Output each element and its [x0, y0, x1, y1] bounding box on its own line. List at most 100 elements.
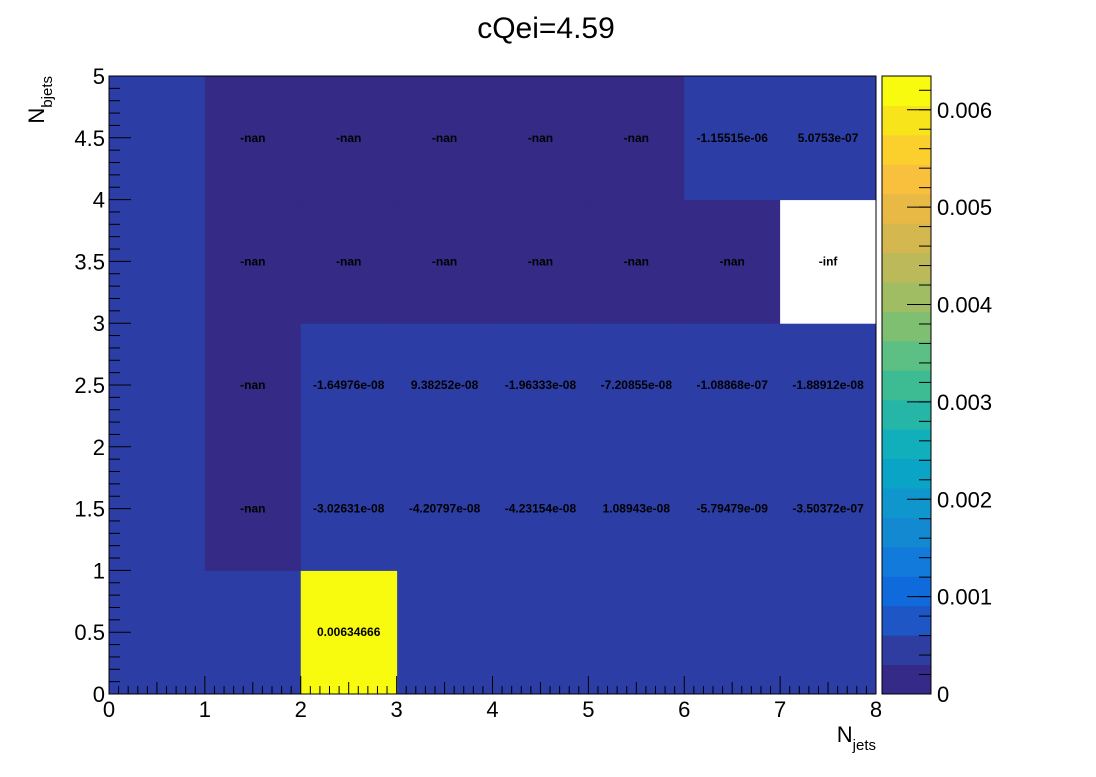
cell-value-label: -1.15515e-06: [696, 131, 768, 145]
colorbar-swatch: [882, 429, 931, 460]
cell-value-label: -7.20855e-08: [601, 378, 673, 392]
y-tick-label: 3.5: [74, 249, 105, 274]
colorbar: 0 0.001 0.002 0.003 0.004 0.005 0.006: [881, 75, 992, 707]
colorbar-tick-label: 0.004: [937, 293, 992, 318]
x-tick-label: 2: [295, 697, 307, 722]
colorbar-swatch: [882, 105, 931, 136]
x-axis-title-subscript: jets: [852, 737, 876, 754]
colorbar-swatch: [882, 282, 931, 312]
y-axis: 0 0.5 1 1.5 2 2.5 3 3.5 4 4.5 5: [74, 64, 131, 707]
cell-value-label: -nan: [240, 131, 265, 145]
y-tick-label: 0: [93, 682, 105, 707]
heatmap-cell: [684, 446, 781, 571]
heatmap-cell: [780, 446, 877, 571]
heatmap-cell: [492, 76, 589, 201]
colorbar-border: [881, 75, 932, 695]
y-tick-label: 2: [93, 435, 105, 460]
colorbar-swatch: [882, 488, 931, 518]
heatmap-cell: [204, 199, 302, 324]
heatmap-cell: [300, 76, 398, 201]
colorbar-tick-label: 0.003: [937, 390, 992, 415]
colorbar-swatch: [882, 193, 931, 224]
heatmap-cell: [492, 323, 589, 448]
y-tick-label: 3: [93, 311, 105, 336]
cell-value-label: -nan: [528, 131, 553, 145]
cell-value-label: -nan: [624, 131, 649, 145]
cell-value-label: -nan: [240, 254, 265, 268]
colorbar-tick-label: 0.002: [937, 487, 992, 512]
x-tick-label: 5: [582, 697, 594, 722]
heatmap-cells: [109, 76, 877, 695]
y-tick-label: 0.5: [74, 620, 105, 645]
heatmap-cell: [396, 446, 493, 571]
colorbar-swatch: [882, 605, 931, 636]
y-axis-title-base: N: [24, 108, 49, 124]
heatmap-cell: [204, 446, 302, 571]
heatmap-cell: [300, 570, 398, 695]
heatmap-cell: [588, 323, 685, 448]
colorbar-swatch: [882, 223, 931, 254]
cell-value-label: -nan: [432, 254, 457, 268]
heatmap-cell: [684, 323, 781, 448]
x-tick-label: 3: [391, 697, 403, 722]
cell-value-label: -nan: [624, 254, 649, 268]
heatmap-cell: [588, 446, 685, 571]
heatmap-cell: [300, 323, 398, 448]
colorbar-swatch: [882, 164, 931, 195]
heatmap-cell: [204, 76, 302, 201]
cell-value-label: -1.96333e-08: [505, 378, 577, 392]
colorbar-swatch: [882, 370, 931, 401]
colorbar-tick-label: 0.005: [937, 195, 992, 220]
heatmap-cell: [396, 199, 493, 324]
cell-value-label: -1.08868e-07: [696, 378, 768, 392]
x-tick-label: 6: [678, 697, 690, 722]
cell-value-label: -inf: [819, 254, 839, 268]
colorbar-swatch: [882, 635, 931, 666]
cell-value-label: -nan: [336, 131, 361, 145]
cell-value-label: -4.20797e-08: [409, 502, 481, 516]
colorbar-swatch: [882, 252, 931, 283]
cell-value-label: -nan: [432, 131, 457, 145]
y-tick-label: 2.5: [74, 373, 105, 398]
heatmap-cell: [780, 76, 877, 201]
colorbar-tick-label: 0.006: [937, 98, 992, 123]
colorbar-swatch: [882, 664, 931, 695]
colorbar-swatch: [882, 76, 931, 106]
x-tick-label: 0: [103, 697, 115, 722]
heatmap-cell: [780, 199, 877, 324]
cell-value-label: -nan: [528, 254, 553, 268]
heatmap-cell: [492, 446, 589, 571]
cell-value-label: -1.88912e-08: [792, 378, 864, 392]
cell-value-label: 9.38252e-08: [411, 378, 479, 392]
y-tick-label: 5: [93, 64, 105, 89]
x-tick-label: 1: [199, 697, 211, 722]
heatmap-cell: [684, 76, 781, 201]
colorbar-tick-label: 0.001: [937, 585, 992, 610]
heatmap-cell: [684, 199, 781, 324]
x-tick-label: 7: [774, 697, 786, 722]
cell-value-label: -4.23154e-08: [505, 502, 577, 516]
heatmap-cell: [492, 199, 589, 324]
colorbar-swatch: [882, 311, 931, 342]
colorbar-swatch: [882, 546, 931, 577]
heatmap-cell-labels: 0.00634666 -nan -3.02631e-08 -4.20797e-08 -4…: [240, 131, 864, 639]
heatmap-cell: [396, 76, 493, 201]
x-axis-title: Njets: [837, 722, 876, 754]
cell-value-label: -5.79479e-09: [696, 502, 768, 516]
cell-value-label: -nan: [336, 254, 361, 268]
cell-value-label: -1.64976e-08: [313, 378, 385, 392]
cell-value-label: -nan: [720, 254, 745, 268]
y-tick-label: 1.5: [74, 497, 105, 522]
y-tick-label: 4.5: [74, 126, 105, 151]
heatmap-cell: [300, 199, 398, 324]
cell-value-label: 5.0753e-07: [798, 131, 859, 145]
colorbar-swatch: [882, 458, 931, 489]
heatmap-cell: [396, 323, 493, 448]
colorbar-swatch: [882, 399, 931, 430]
heatmap-cell: [588, 199, 685, 324]
cell-value-label: -3.50372e-07: [792, 502, 864, 516]
cell-value-label: -3.02631e-08: [313, 502, 385, 516]
heatmap-cell: [300, 446, 398, 571]
